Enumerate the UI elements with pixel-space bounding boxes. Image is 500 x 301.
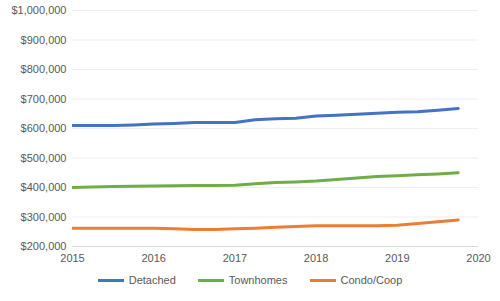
svg-text:$1,000,000: $1,000,000 xyxy=(11,4,66,16)
svg-text:$700,000: $700,000 xyxy=(21,93,67,105)
svg-text:2017: 2017 xyxy=(223,252,247,264)
svg-text:$600,000: $600,000 xyxy=(21,122,67,134)
svg-text:2016: 2016 xyxy=(141,252,165,264)
svg-text:$900,000: $900,000 xyxy=(21,34,67,46)
svg-text:2019: 2019 xyxy=(385,252,409,264)
svg-text:$200,000: $200,000 xyxy=(21,240,67,252)
svg-text:2020: 2020 xyxy=(466,252,490,264)
svg-text:$400,000: $400,000 xyxy=(21,181,67,193)
svg-text:$800,000: $800,000 xyxy=(21,63,67,75)
html-text:Condo/Coop: Condo/Coop xyxy=(340,274,403,286)
svg-text:$300,000: $300,000 xyxy=(21,211,67,223)
html-text:Townhomes: Townhomes xyxy=(228,274,288,286)
html-text:Detached: Detached xyxy=(128,274,176,286)
svg-text:$500,000: $500,000 xyxy=(21,152,67,164)
svg-text:2015: 2015 xyxy=(60,252,84,264)
svg-text:2018: 2018 xyxy=(304,252,328,264)
